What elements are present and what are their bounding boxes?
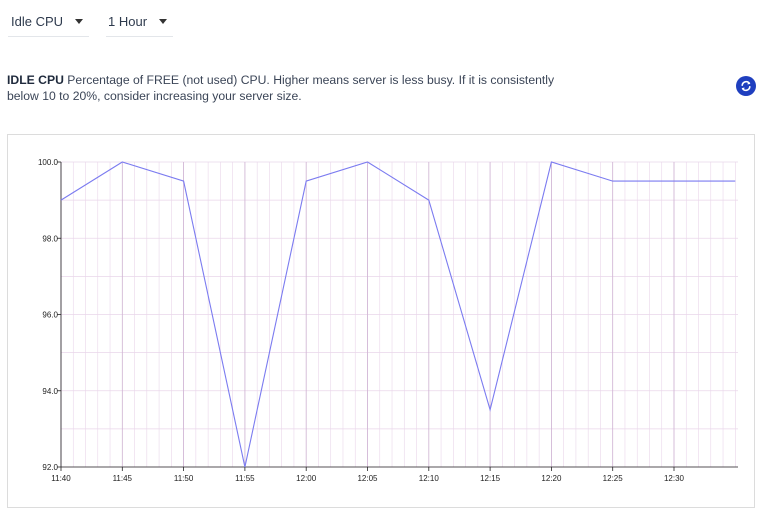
x-tick-label: 12:15	[480, 474, 501, 483]
x-tick-label: 12:25	[603, 474, 624, 483]
chart-panel: 92.0 94.0 96.0 98.0 100.0 11:40 11:45 11:50 11:5…	[7, 134, 755, 508]
caret-down-icon	[75, 19, 83, 24]
x-tick-label: 11:40	[51, 474, 71, 483]
metric-description-text: Percentage of FREE (not used) CPU. Highe…	[7, 73, 555, 103]
metric-description-title: IDLE CPU	[7, 73, 64, 87]
y-tick-label: 92.0	[42, 463, 58, 472]
y-tick-label: 94.0	[42, 387, 58, 396]
refresh-icon	[741, 80, 751, 92]
caret-down-icon	[159, 19, 167, 24]
metric-dropdown[interactable]: Idle CPU	[8, 6, 89, 37]
x-tick-label: 12:10	[419, 474, 440, 483]
metric-dropdown-value: Idle CPU	[11, 13, 64, 29]
idle-cpu-line-chart: 92.0 94.0 96.0 98.0 100.0 11:40 11:45 11:50 11:5…	[38, 158, 738, 483]
x-tick-label: 12:05	[357, 474, 378, 483]
metric-description: IDLE CPU Percentage of FREE (not used) C…	[7, 72, 567, 104]
series-line	[60, 161, 736, 468]
y-tick-label: 100.0	[38, 158, 59, 167]
x-tick-label: 12:00	[296, 474, 317, 483]
refresh-button[interactable]	[736, 76, 756, 96]
time-range-dropdown-value: 1 Hour	[108, 13, 148, 29]
x-tick-label: 11:55	[235, 474, 255, 483]
x-tick-label: 11:45	[113, 474, 133, 483]
x-tick-label: 11:50	[174, 474, 194, 483]
x-tick-label: 12:30	[664, 474, 685, 483]
time-range-dropdown[interactable]: 1 Hour	[106, 6, 173, 37]
y-tick-label: 96.0	[42, 311, 58, 320]
x-tick-label: 12:20	[541, 474, 562, 483]
y-tick-label: 98.0	[42, 234, 58, 243]
